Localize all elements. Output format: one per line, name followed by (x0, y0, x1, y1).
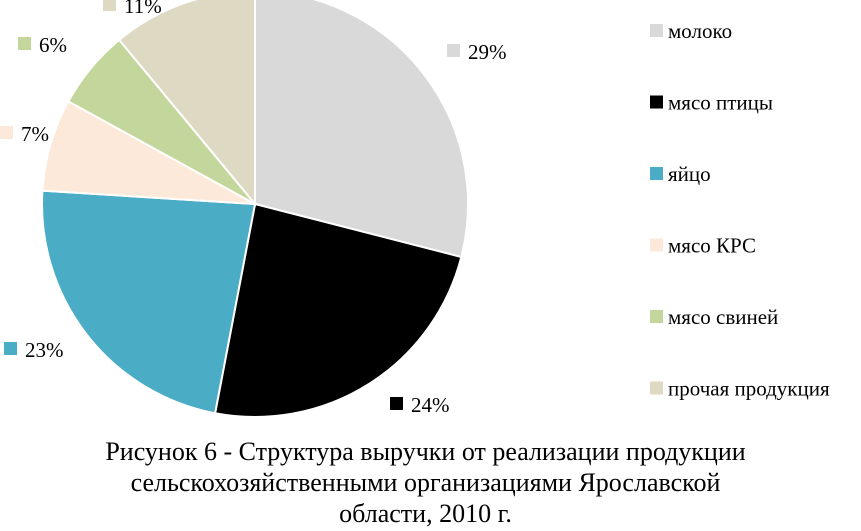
data-label-прочая-продукция: 11% (103, 0, 162, 18)
caption-line-3: области, 2010 г. (339, 499, 512, 528)
data-label-text: 23% (25, 338, 64, 362)
legend-item-мясо-КРС: мясо КРС (650, 234, 756, 258)
caption-line-2: сельскохозяйственными организациями Ярос… (130, 468, 721, 497)
data-label-мясо-птицы: 24% (390, 393, 450, 417)
legend-item-прочая-продукция: прочая продукция (650, 377, 830, 401)
legend-label: яйцо (668, 162, 711, 186)
legend-label: мясо КРС (668, 234, 756, 258)
legend-label: молоко (668, 19, 732, 43)
legend-key (650, 95, 663, 109)
legend-item-мясо-птицы: мясо птицы (650, 91, 773, 115)
legend-key (650, 167, 663, 180)
legend-key (650, 310, 663, 323)
legend: молоко мясо птицы яйцо мясо КРС мясо свиней п… (650, 19, 830, 401)
legend-item-яйцо: яйцо (650, 162, 711, 186)
data-label-key (18, 37, 31, 50)
data-label-яйцо: 23% (4, 338, 64, 362)
data-label-key (390, 397, 403, 410)
pie-slice-мясо-птицы (213, 202, 463, 418)
data-label-key (103, 0, 116, 11)
data-label-key (0, 126, 13, 139)
legend-label: мясо свиней (668, 305, 778, 329)
legend-label: мясо птицы (668, 91, 773, 115)
legend-item-мясо-свиней: мясо свиней (650, 305, 778, 329)
data-label-key (4, 342, 17, 355)
data-label-text: 24% (411, 393, 450, 417)
pie-slice-прочая-продукция (117, 0, 256, 207)
pie-slices (41, 0, 469, 418)
pie-slice-яйцо (41, 189, 257, 415)
data-labels: 29% 24% 23% 7% 6% 11% (0, 0, 507, 417)
caption-line-1: Рисунок 6 - Структура выручки от реализа… (105, 437, 746, 466)
legend-key (650, 381, 663, 395)
data-label-молоко: 29% (447, 40, 507, 64)
data-label-text: 6% (39, 33, 67, 57)
legend-key (650, 24, 663, 37)
legend-label: прочая продукция (668, 377, 830, 401)
legend-key (650, 238, 663, 252)
legend-item-молоко: молоко (650, 19, 732, 43)
data-label-text: 29% (468, 40, 507, 64)
data-label-мясо-КРС: 7% (0, 122, 49, 146)
data-label-мясо-свиней: 6% (18, 33, 67, 57)
figure-caption: Рисунок 6 - Структура выручки от реализа… (0, 436, 861, 529)
data-label-text: 11% (124, 0, 162, 18)
data-label-key (447, 44, 460, 57)
pie-chart: 29% 24% 23% 7% 6% 11% молоко мясо птицы яйцо мяс… (0, 0, 830, 418)
data-label-text: 7% (21, 122, 49, 146)
pie-slice-молоко (254, 0, 469, 259)
